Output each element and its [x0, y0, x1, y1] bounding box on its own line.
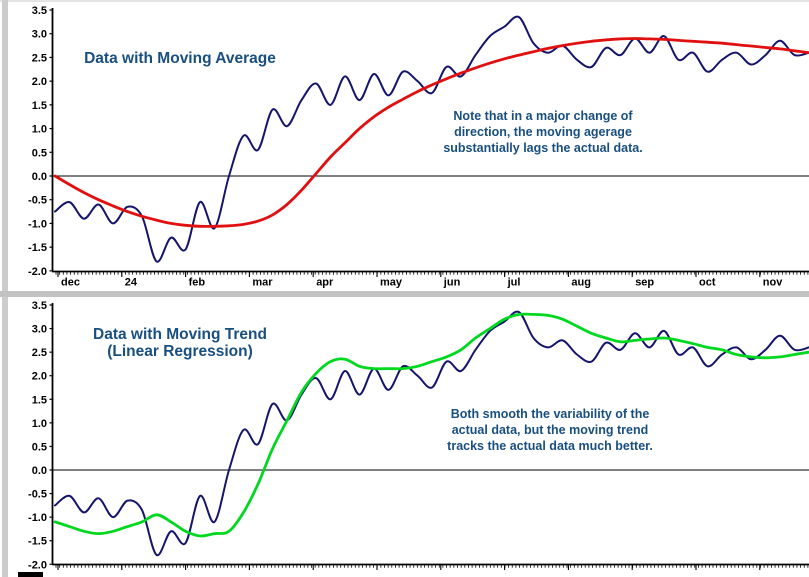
window-top-border — [0, 0, 809, 2]
y-tick-label: 3.0 — [32, 324, 47, 336]
window-left-border — [2, 0, 8, 577]
x-tick-label: may — [380, 277, 403, 289]
y-tick-label: 0.5 — [32, 441, 47, 453]
bottom-chart-title: Data with Moving Trend (Linear Regressio… — [93, 326, 267, 360]
y-tick-label: 3.5 — [32, 300, 47, 312]
actual-data-line — [54, 310, 809, 556]
y-tick-label: 2.0 — [32, 76, 47, 88]
x-tick-label: 24 — [125, 277, 138, 289]
y-tick-label: 1.0 — [32, 418, 47, 430]
x-tick-label: jun — [443, 277, 461, 289]
moving-average-chart: 3.5 3.0 2.5 2.0 1.5 1.0 0.5 0.0 -0.5 -1.0 -1.5 -2.0… — [28, 5, 809, 289]
y-tick-label: 0.5 — [32, 147, 47, 159]
bottom-left-black-bar — [18, 572, 43, 577]
y-tick-label: 2.5 — [32, 52, 47, 64]
y-tick-label: -0.5 — [28, 489, 47, 501]
x-tick-label: jul — [507, 277, 521, 289]
y-tick-label: 3.0 — [32, 29, 47, 41]
y-tick-label: -1.0 — [28, 218, 47, 230]
y-tick-label: -1.0 — [28, 512, 47, 524]
top-chart-title: Data with Moving Average — [40, 50, 320, 67]
y-tick-label: -1.5 — [28, 536, 47, 548]
y-tick-label: 2.5 — [32, 347, 47, 359]
top-chart-title-text: Data with Moving Average — [84, 50, 276, 67]
moving-trend-chart: 3.5 3.0 2.5 2.0 1.5 1.0 0.5 0.0 -0.5 -1.0 -1.5 -2.0 — [28, 300, 809, 571]
x-tick-label: nov — [763, 277, 783, 289]
x-tick-label: oct — [699, 277, 716, 289]
y-tick-label: -0.5 — [28, 195, 47, 207]
x-tick-label: aug — [571, 277, 591, 289]
y-tick-label: 1.5 — [32, 100, 47, 112]
x-tick-label: mar — [252, 277, 273, 289]
panel-divider — [0, 291, 809, 297]
y-tick-label: -2.0 — [28, 266, 47, 278]
actual-data-line — [54, 15, 809, 263]
y-tick-label: 0.0 — [32, 465, 47, 477]
y-tick-label: 2.0 — [32, 371, 47, 383]
bottom-chart-annotation: Both smooth the variability of the actua… — [447, 407, 653, 453]
y-tick-label: -2.0 — [28, 559, 47, 571]
moving-average-line — [53, 37, 809, 228]
x-tick-label: sep — [635, 277, 654, 289]
y-tick-label: 1.5 — [32, 394, 47, 406]
moving-trend-line — [53, 312, 809, 538]
x-tick-label: dec — [61, 277, 80, 289]
top-chart-annotation: Note that in a major change of direction… — [443, 109, 643, 155]
y-tick-label: 3.5 — [32, 5, 47, 17]
x-tick-label: feb — [189, 277, 206, 289]
y-tick-label: 0.0 — [32, 171, 47, 183]
y-tick-label: -1.5 — [28, 242, 47, 254]
x-tick-label: apr — [316, 277, 334, 289]
y-tick-label: 1.0 — [32, 124, 47, 136]
